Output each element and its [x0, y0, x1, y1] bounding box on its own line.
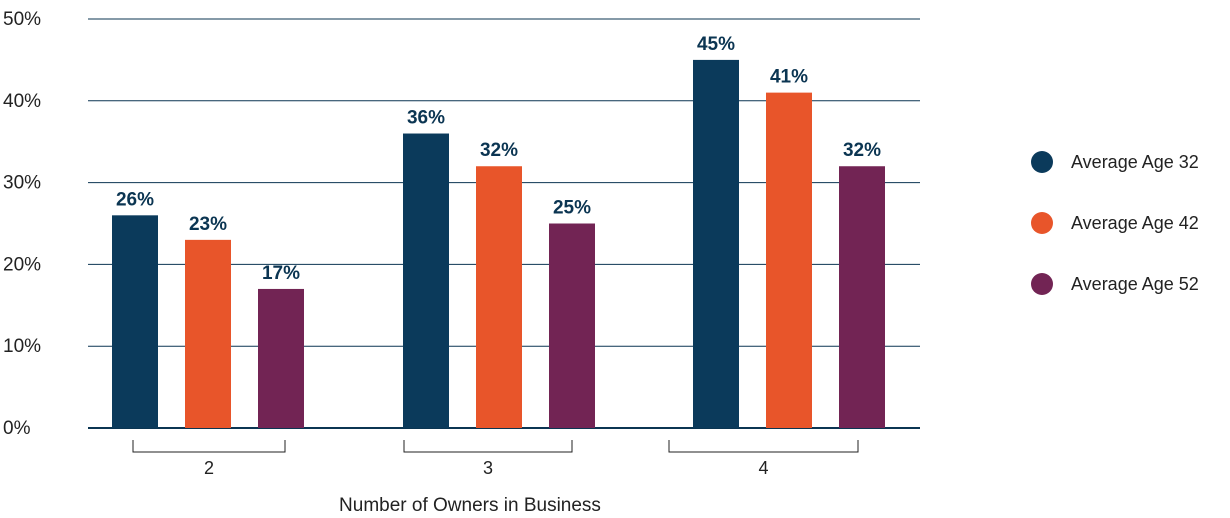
- category-bracket: [668, 440, 859, 453]
- x-axis-categories: 2 3 4: [132, 440, 859, 478]
- bar: [112, 215, 158, 428]
- bar: [476, 166, 522, 429]
- y-tick-label: 50%: [3, 9, 41, 30]
- y-tick-label: 30%: [3, 173, 41, 194]
- y-tick-label: 0%: [3, 418, 31, 439]
- bars: [112, 59, 885, 429]
- legend-label: Average Age 42: [1071, 213, 1199, 233]
- x-axis-title: Number of Owners in Business: [339, 495, 601, 516]
- legend-marker: [1031, 151, 1053, 173]
- bar: [403, 133, 449, 428]
- bar: [693, 59, 739, 429]
- y-tick-label: 10%: [3, 336, 41, 357]
- data-label: 25%: [553, 198, 591, 219]
- data-label: 41%: [770, 67, 808, 88]
- data-label: 23%: [189, 214, 227, 235]
- y-tick-label: 40%: [3, 91, 41, 112]
- bar: [258, 288, 304, 428]
- category-bracket: [403, 440, 573, 453]
- y-tick-label: 20%: [3, 254, 41, 275]
- category-label: 2: [204, 458, 214, 478]
- legend: Average Age 32 Average Age 42 Average Age …: [1031, 151, 1199, 295]
- bar: [185, 239, 231, 428]
- legend-label: Average Age 32: [1071, 152, 1199, 172]
- bar: [839, 166, 885, 429]
- data-label: 17%: [262, 263, 300, 284]
- legend-marker: [1031, 273, 1053, 295]
- legend-label: Average Age 52: [1071, 274, 1199, 294]
- data-labels: 26% 36% 45% 23% 32% 41% 17% 25% 32%: [116, 34, 881, 284]
- legend-marker: [1031, 212, 1053, 234]
- category-bracket: [132, 440, 286, 453]
- y-axis-tick-labels: 0% 10% 20% 30% 40% 50%: [3, 9, 41, 439]
- category-label: 3: [483, 458, 493, 478]
- data-label: 32%: [480, 140, 518, 161]
- bar: [549, 223, 595, 428]
- data-label: 26%: [116, 189, 154, 210]
- bar: [766, 92, 812, 429]
- data-label: 32%: [843, 140, 881, 161]
- data-label: 36%: [407, 108, 445, 129]
- data-label: 45%: [697, 34, 735, 55]
- category-label: 4: [758, 458, 768, 478]
